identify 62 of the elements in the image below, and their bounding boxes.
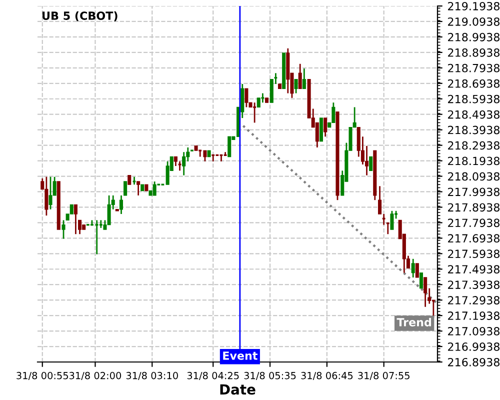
- candlestick: [174, 156, 178, 167]
- candlestick: [369, 156, 373, 172]
- candlestick: [256, 97, 260, 108]
- ref-line-label: Event: [223, 352, 258, 360]
- candlestick: [315, 122, 319, 148]
- candlestick: [166, 160, 170, 186]
- chart-title: UB 5 (CBOT): [42, 11, 118, 22]
- candlestick: [419, 272, 424, 289]
- y-tick-label: 219.1938: [448, 2, 500, 10]
- candlestick: [152, 180, 156, 196]
- candlestick: [107, 194, 111, 226]
- candlestick: [62, 219, 66, 240]
- candlestick: [182, 151, 186, 176]
- candlestick: [332, 102, 336, 124]
- y-tick-label: 217.6938: [448, 234, 500, 243]
- candlestick: [424, 276, 428, 308]
- candlestick: [44, 176, 48, 216]
- y-tick-label: 218.4938: [448, 110, 500, 119]
- x-tick-label: 31/8 07:55: [358, 372, 410, 380]
- y-tick-label: 217.2938: [448, 296, 500, 304]
- y-tick-label: 218.9938: [448, 32, 500, 42]
- y-tick-label: 216.8938: [448, 358, 500, 366]
- y-tick-label: 218.7938: [448, 64, 500, 72]
- x-tick-label: 31/8 04:25: [187, 372, 239, 380]
- y-tick-label: 217.3938: [448, 280, 500, 289]
- y-tick-label: 216.9938: [448, 342, 500, 351]
- y-tick-label: 218.2938: [448, 141, 500, 150]
- y-tick-label: 217.1938: [448, 312, 500, 320]
- y-tick-label: 218.3938: [448, 126, 500, 134]
- candlestick: [415, 263, 419, 278]
- x-tick-label: 31/8 03:10: [126, 372, 178, 380]
- y-tick-label: 218.1938: [448, 156, 500, 166]
- y-tick-label: 217.5938: [448, 250, 500, 258]
- x-tick-label: 31/8 05:35: [244, 372, 296, 380]
- candlestick: [298, 63, 302, 90]
- x-tick-label: 31/8 06:45: [301, 372, 353, 380]
- y-tick-label: 217.4938: [448, 265, 500, 274]
- candlestick: [319, 118, 324, 142]
- candlestick: [324, 117, 328, 138]
- y-tick-label: 218.8938: [448, 48, 500, 57]
- x-tick-label: 31/8 02:00: [69, 372, 122, 380]
- candlestick: [411, 258, 415, 278]
- y-tick-label: 217.7938: [448, 218, 500, 228]
- candlestick: [244, 88, 248, 108]
- candlestick: [302, 68, 306, 90]
- x-tick-label: 31/8 00:55: [16, 372, 68, 380]
- candlestick: [136, 180, 140, 196]
- y-tick-label: 218.0938: [448, 172, 500, 181]
- y-tick-label: 218.6938: [448, 79, 500, 88]
- candlestick: [294, 78, 298, 94]
- candlestick: [74, 204, 78, 235]
- y-tick-label: 217.8938: [448, 203, 500, 212]
- y-tick-label: 219.0938: [448, 17, 500, 26]
- y-tick-label: 218.5938: [448, 94, 500, 104]
- x-axis-title: Date: [220, 384, 256, 395]
- candlestick: [128, 174, 132, 186]
- series-label: Trend: [396, 318, 432, 326]
- candlestick: [48, 176, 52, 210]
- candlestick: [390, 210, 394, 230]
- y-tick-label: 217.0938: [448, 327, 500, 336]
- candlestick: [228, 136, 232, 158]
- y-tick-label: 217.9938: [448, 188, 500, 196]
